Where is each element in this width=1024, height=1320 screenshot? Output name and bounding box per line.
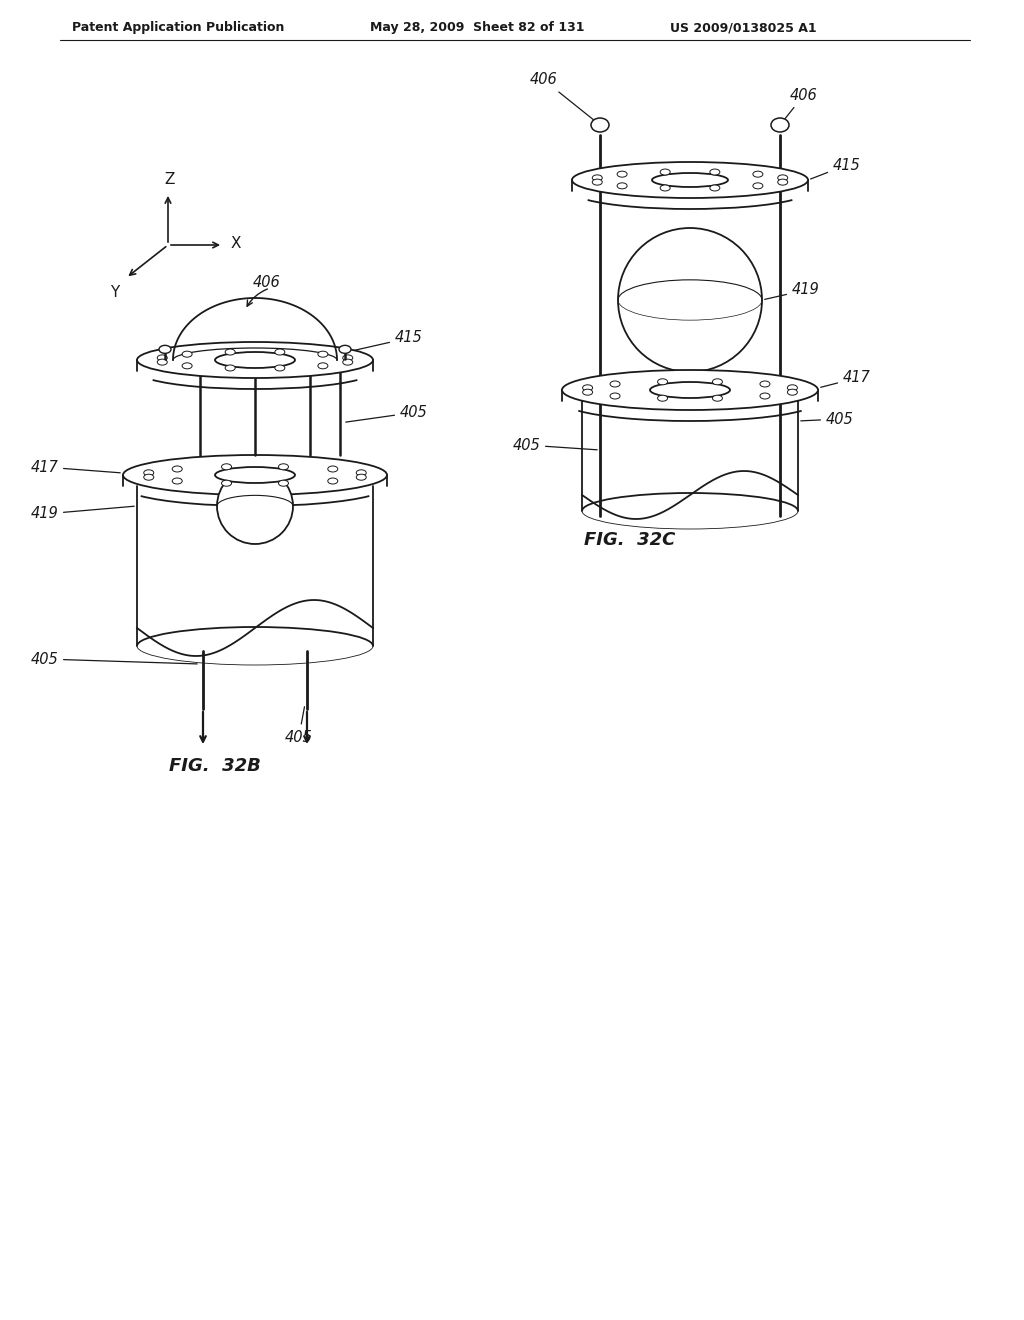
Ellipse shape	[778, 180, 787, 185]
Text: 405: 405	[512, 437, 597, 453]
Ellipse shape	[583, 385, 593, 391]
Ellipse shape	[610, 381, 621, 387]
Ellipse shape	[652, 173, 728, 187]
Ellipse shape	[182, 363, 193, 368]
Text: 417: 417	[31, 459, 120, 474]
Ellipse shape	[778, 174, 787, 181]
Ellipse shape	[592, 180, 602, 185]
Ellipse shape	[583, 389, 593, 395]
Ellipse shape	[617, 183, 627, 189]
Ellipse shape	[610, 393, 621, 399]
Ellipse shape	[771, 117, 790, 132]
Ellipse shape	[343, 355, 352, 360]
Ellipse shape	[274, 348, 285, 355]
Text: 419: 419	[765, 282, 820, 300]
Text: 415: 415	[811, 157, 861, 180]
Text: FIG.  32C: FIG. 32C	[585, 531, 676, 549]
Ellipse shape	[713, 379, 723, 385]
Ellipse shape	[158, 355, 167, 360]
Text: Y: Y	[110, 285, 119, 300]
Text: 405: 405	[285, 706, 312, 744]
Ellipse shape	[753, 172, 763, 177]
Ellipse shape	[143, 470, 154, 475]
Ellipse shape	[787, 389, 798, 395]
Ellipse shape	[221, 463, 231, 470]
Ellipse shape	[215, 352, 295, 368]
Ellipse shape	[710, 169, 720, 176]
Ellipse shape	[317, 363, 328, 368]
Text: 406: 406	[781, 87, 818, 123]
Ellipse shape	[343, 359, 352, 366]
Text: 417: 417	[820, 371, 870, 387]
Ellipse shape	[225, 364, 236, 371]
Text: FIG.  32B: FIG. 32B	[169, 756, 261, 775]
Ellipse shape	[172, 466, 182, 473]
Ellipse shape	[221, 480, 231, 486]
Ellipse shape	[274, 364, 285, 371]
Ellipse shape	[172, 478, 182, 484]
Text: 406: 406	[253, 275, 281, 290]
Ellipse shape	[137, 342, 373, 378]
Ellipse shape	[657, 379, 668, 385]
Text: May 28, 2009  Sheet 82 of 131: May 28, 2009 Sheet 82 of 131	[370, 21, 585, 34]
Ellipse shape	[592, 174, 602, 181]
Ellipse shape	[572, 162, 808, 198]
Text: US 2009/0138025 A1: US 2009/0138025 A1	[670, 21, 816, 34]
Ellipse shape	[760, 393, 770, 399]
Text: 405: 405	[31, 652, 198, 667]
Ellipse shape	[787, 385, 798, 391]
Ellipse shape	[159, 346, 171, 354]
Text: 415: 415	[350, 330, 423, 351]
Ellipse shape	[225, 348, 236, 355]
Ellipse shape	[657, 395, 668, 401]
Ellipse shape	[339, 346, 351, 354]
Ellipse shape	[215, 467, 295, 483]
Ellipse shape	[182, 351, 193, 358]
Text: 419: 419	[31, 507, 134, 521]
Ellipse shape	[123, 455, 387, 495]
Ellipse shape	[143, 474, 154, 480]
Text: Patent Application Publication: Patent Application Publication	[72, 21, 285, 34]
Text: 406: 406	[530, 73, 598, 123]
Ellipse shape	[356, 474, 367, 480]
Ellipse shape	[356, 470, 367, 475]
Ellipse shape	[660, 169, 670, 176]
Text: X: X	[231, 235, 242, 251]
Ellipse shape	[279, 480, 289, 486]
Ellipse shape	[328, 466, 338, 473]
Text: 405: 405	[346, 405, 428, 422]
Text: Z: Z	[165, 172, 175, 187]
Ellipse shape	[660, 185, 670, 191]
Ellipse shape	[317, 351, 328, 358]
Text: 405: 405	[801, 412, 854, 426]
Ellipse shape	[713, 395, 723, 401]
Ellipse shape	[753, 183, 763, 189]
Ellipse shape	[617, 172, 627, 177]
Ellipse shape	[710, 185, 720, 191]
Ellipse shape	[760, 381, 770, 387]
Circle shape	[217, 469, 293, 544]
Ellipse shape	[591, 117, 609, 132]
Circle shape	[618, 228, 762, 372]
Ellipse shape	[650, 381, 730, 399]
Ellipse shape	[279, 463, 289, 470]
Ellipse shape	[562, 370, 818, 411]
Ellipse shape	[158, 359, 167, 366]
Ellipse shape	[328, 478, 338, 484]
